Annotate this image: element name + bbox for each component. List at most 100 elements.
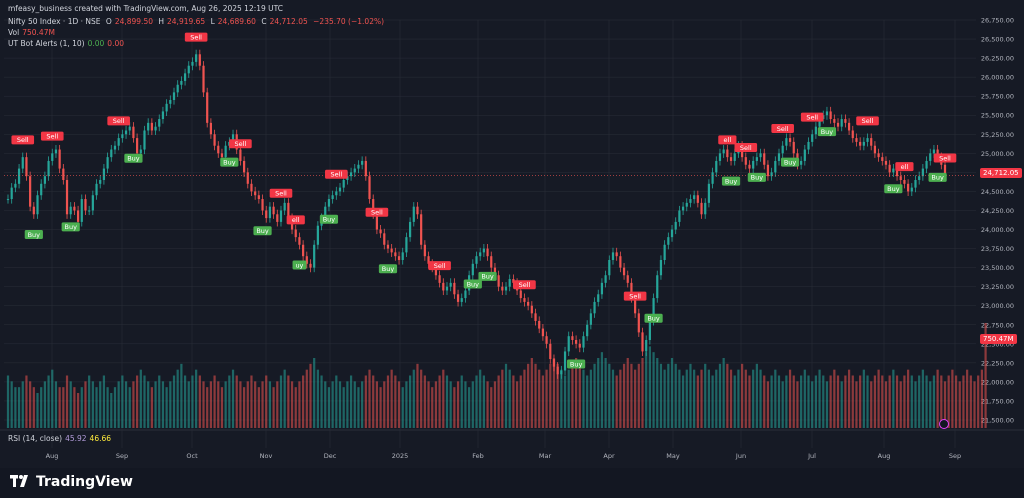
volume-bar (143, 375, 146, 428)
volume-bar (755, 363, 758, 428)
volume-bar (954, 375, 958, 428)
candle (910, 187, 913, 192)
volume-bar (888, 375, 891, 428)
candle (707, 183, 711, 203)
volume-bar (479, 369, 482, 428)
volume-bar (918, 375, 921, 428)
candle (342, 180, 345, 188)
volume-bar (468, 387, 471, 428)
candle (611, 252, 615, 260)
candle (892, 168, 895, 173)
sell-signal-badge (11, 135, 35, 145)
signal-label: Buy (931, 174, 944, 182)
candle (899, 176, 902, 180)
candle (700, 202, 703, 215)
close-value: 24,712.05 (269, 17, 308, 26)
signal-label: Buy (256, 227, 269, 235)
buy-signal-badge (61, 222, 80, 232)
volume-bar (257, 387, 260, 428)
candle (504, 286, 508, 291)
candle (88, 210, 91, 212)
volume-bar (349, 375, 353, 428)
volume-bar (320, 375, 323, 428)
volume-bar (943, 381, 947, 428)
buy-signal-badge (567, 359, 586, 369)
candle (250, 183, 253, 192)
volume-bar (239, 381, 242, 428)
signal-label: Sell (777, 125, 789, 133)
candle (331, 195, 334, 200)
volume-bar (873, 375, 877, 428)
volume-bar (217, 381, 220, 428)
volume-bar (482, 375, 485, 428)
candle (449, 282, 452, 287)
volume-bar (394, 375, 397, 428)
candle (840, 119, 843, 127)
volume-bar (309, 363, 312, 428)
y-tick-label: 26,250.00 (981, 55, 1014, 63)
volume-bar (316, 369, 319, 428)
volume-legend: Vol 750.47M (8, 28, 55, 37)
volume-bar (313, 358, 316, 428)
candle (648, 320, 651, 340)
volume-bar (781, 381, 784, 428)
volume-bar (504, 363, 508, 428)
volume-bar (707, 369, 711, 428)
candle (670, 229, 674, 238)
candle (217, 145, 220, 154)
candle (198, 54, 201, 66)
sell-signal-badge (933, 153, 957, 163)
volume-bar (302, 375, 305, 428)
candle (608, 260, 611, 276)
candle (17, 168, 21, 184)
volume-bar (851, 375, 854, 428)
volume-bar (62, 387, 65, 428)
volume-bar (512, 375, 515, 428)
candle (755, 157, 758, 161)
footer-bar (0, 468, 1024, 498)
volume-bar (224, 381, 227, 428)
candle (748, 164, 751, 169)
y-tick-label: 23,000.00 (981, 302, 1014, 310)
x-tick-label: Oct (186, 452, 198, 460)
candle (154, 126, 157, 131)
volume-bar (674, 363, 677, 428)
tradingview-logo[interactable]: TradingView (10, 474, 133, 490)
signal-label: Buy (725, 177, 738, 185)
volume-bar (696, 375, 699, 428)
volume-bar (290, 381, 294, 428)
signal-label: Sell (46, 132, 58, 140)
candle (386, 244, 390, 249)
candle (161, 111, 165, 120)
volume-bar (895, 375, 899, 428)
volume-bar (748, 375, 751, 428)
volume-bar (6, 375, 10, 428)
candle (412, 206, 415, 222)
candle (62, 168, 65, 180)
sell-signal-badge (856, 116, 879, 126)
candle (302, 244, 305, 257)
volume-bar (14, 387, 17, 428)
y-tick-label: 26,750.00 (981, 17, 1014, 25)
signal-label: Buy (127, 155, 140, 163)
candle (14, 183, 17, 188)
signal-label: Sell (113, 117, 125, 125)
candle (884, 160, 888, 165)
candle (844, 119, 847, 123)
volume-bar (161, 381, 165, 428)
candle (652, 298, 655, 321)
candle (91, 195, 94, 211)
candle (279, 210, 283, 222)
volume-bar (84, 381, 87, 428)
volume-bar (622, 363, 626, 428)
candle (47, 160, 50, 177)
signal-label: Sell (190, 33, 202, 41)
volume-bar (58, 387, 61, 428)
candle (379, 229, 382, 234)
candle (807, 141, 810, 150)
candle (364, 160, 367, 177)
volume-bar (951, 369, 954, 428)
price-chart[interactable]: 26,750.00 26,500.00 26,250.00 26,000.00 25,7… (0, 0, 1024, 468)
volume-bar (346, 381, 349, 428)
